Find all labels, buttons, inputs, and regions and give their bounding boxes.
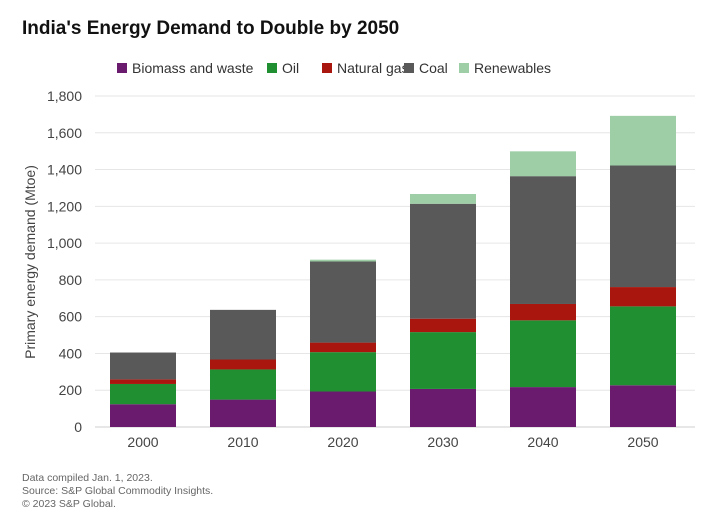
bar-segment-coal [110, 352, 176, 380]
bar-segment-biomass-and-waste [410, 388, 476, 427]
bar-segment-natural-gas [410, 318, 476, 333]
x-tick-label: 2030 [427, 434, 458, 450]
y-tick-label: 1,000 [47, 235, 82, 251]
y-tick-label: 200 [59, 382, 83, 398]
footer-date: Data compiled Jan. 1, 2023. [22, 472, 153, 484]
y-tick-label: 1,600 [47, 125, 82, 141]
legend-label: Natural gas [337, 60, 409, 76]
footer-source: Source: S&P Global Commodity Insights. [22, 485, 214, 497]
bar-segment-natural-gas [210, 359, 276, 370]
chart-footer: Data compiled Jan. 1, 2023. Source: S&P … [22, 472, 213, 511]
y-tick-label: 1,200 [47, 198, 82, 214]
footer-copyright: © 2023 S&P Global. [22, 498, 116, 510]
legend-swatch [267, 63, 277, 73]
bar-segment-oil [510, 320, 576, 388]
bar-segment-coal [310, 261, 376, 343]
bar-segment-oil [610, 306, 676, 386]
y-tick-label: 400 [59, 345, 83, 361]
legend-swatch [459, 63, 469, 73]
y-tick-label: 1,800 [47, 88, 82, 104]
chart-title: India's Energy Demand to Double by 2050 [22, 18, 400, 39]
y-tick-label: 1,400 [47, 162, 82, 178]
bar-segment-biomass-and-waste [310, 391, 376, 427]
bar-segment-natural-gas [610, 287, 676, 307]
legend-label: Renewables [474, 60, 551, 76]
bar-segment-coal [410, 203, 476, 319]
x-tick-label: 2050 [627, 434, 658, 450]
x-tick-label: 2040 [527, 434, 558, 450]
bar-segment-renewables [610, 115, 676, 166]
bar-segment-oil [210, 369, 276, 400]
legend-swatch [322, 63, 332, 73]
bar-segment-oil [310, 352, 376, 392]
y-tick-label: 800 [59, 272, 83, 288]
legend-label: Oil [282, 60, 299, 76]
bar-segment-renewables [510, 151, 576, 177]
bar-segment-natural-gas [310, 342, 376, 353]
legend-swatch [404, 63, 414, 73]
bar-segment-renewables [410, 194, 476, 204]
bar-segment-oil [110, 383, 176, 405]
bar-segment-coal [210, 309, 276, 360]
bar-segment-natural-gas [110, 379, 176, 384]
bar-segment-biomass-and-waste [110, 404, 176, 427]
bar-segment-oil [410, 332, 476, 389]
bar-segment-biomass-and-waste [210, 399, 276, 427]
legend-label: Biomass and waste [132, 60, 254, 76]
bar-segment-natural-gas [510, 303, 576, 321]
x-tick-label: 2000 [127, 434, 158, 450]
legend-label: Coal [419, 60, 448, 76]
legend-swatch [117, 63, 127, 73]
x-tick-label: 2010 [227, 434, 258, 450]
y-tick-label: 0 [74, 419, 82, 435]
bar-segment-coal [610, 165, 676, 288]
bar-segment-renewables [310, 259, 376, 262]
x-tick-label: 2020 [327, 434, 358, 450]
y-axis-label: Primary energy demand (Mtoe) [22, 165, 38, 359]
bar-segment-biomass-and-waste [510, 387, 576, 427]
bar-segment-biomass-and-waste [610, 385, 676, 427]
bar-segment-coal [510, 176, 576, 304]
y-tick-label: 600 [59, 309, 83, 325]
